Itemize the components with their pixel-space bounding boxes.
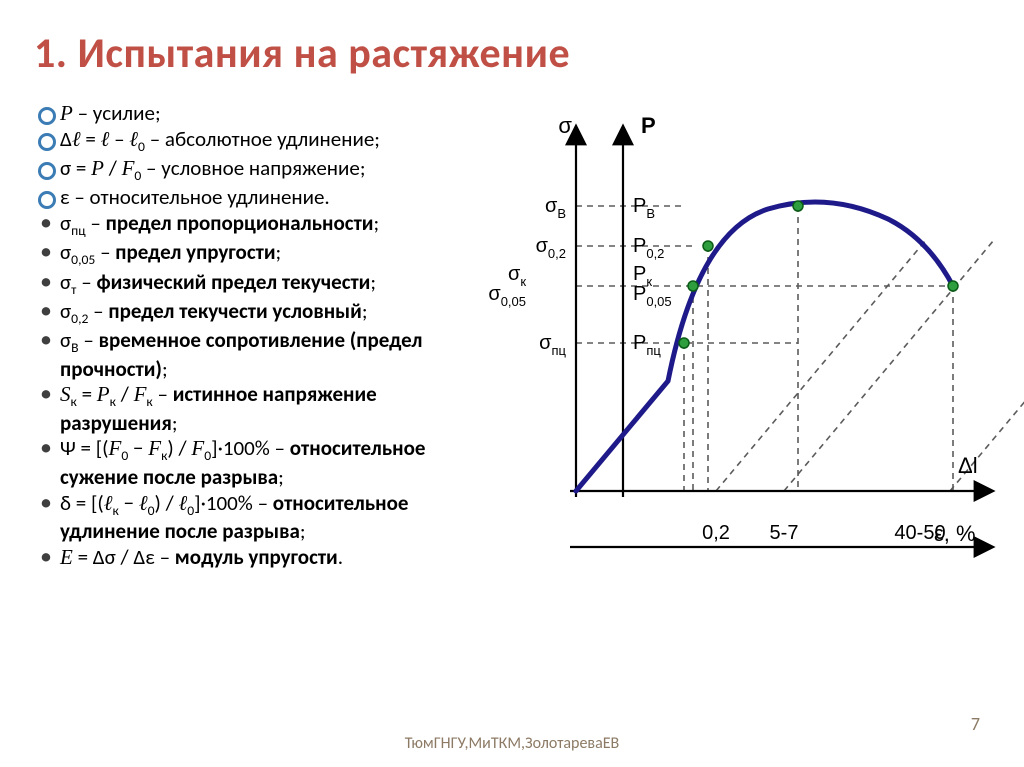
svg-text:5-7: 5-7 <box>770 522 799 544</box>
svg-text:σк: σк <box>508 263 526 289</box>
svg-text:PB: PB <box>633 195 655 221</box>
svg-text:σ: σ <box>558 113 572 138</box>
definition-item: σ = P / F0 – условное напряжение; <box>34 156 454 184</box>
definition-item: δ = [(ℓк − ℓ0) / ℓ0]·100% – относительно… <box>34 491 454 544</box>
definition-item: E = Δσ / Δε – модуль упругости. <box>34 545 454 570</box>
definition-item: Ψ = [(F0 − Fк) / F0]·100% – относительно… <box>34 436 454 489</box>
svg-text:σпц: σпц <box>539 332 566 358</box>
definition-item: σB – временное сопротивление (предел про… <box>34 328 454 381</box>
page-number: 7 <box>971 713 980 735</box>
svg-text:P0,2: P0,2 <box>633 235 664 261</box>
definition-item: σ0,05 – предел упругости; <box>34 240 454 268</box>
svg-text:Δl: Δl <box>958 453 978 478</box>
stress-strain-diagram: σBσ0,2σкσ0,05σпцPBP0,2PкP0,05PпцσPΔlε, %… <box>468 111 988 591</box>
slide-title: 1. Испытания на растяжение <box>34 28 990 79</box>
svg-text:P: P <box>641 113 656 138</box>
content-row: P – усилие;Δℓ = ℓ – ℓ0 – абсолютное удли… <box>34 101 990 591</box>
svg-text:0,2: 0,2 <box>702 522 730 544</box>
footer-text: ТюмГНГУ,МиТКМ,ЗолотареваЕВ <box>0 734 1024 753</box>
definition-item: σ0,2 – предел текучести условный; <box>34 299 454 327</box>
definition-list: P – усилие;Δℓ = ℓ – ℓ0 – абсолютное удли… <box>34 101 454 569</box>
definition-item: ε – относительное удлинение. <box>34 185 454 210</box>
svg-text:40-50: 40-50 <box>894 522 945 544</box>
definition-item: P – усилие; <box>34 101 454 126</box>
svg-text:σB: σB <box>545 195 566 221</box>
svg-text:σ0,2: σ0,2 <box>536 235 566 261</box>
definition-item: σпц – предел пропорциональности; <box>34 211 454 239</box>
definitions-column: P – усилие;Δℓ = ℓ – ℓ0 – абсолютное удли… <box>34 101 454 591</box>
diagram-column: σBσ0,2σкσ0,05σпцPBP0,2PкP0,05PпцσPΔlε, %… <box>466 101 990 591</box>
svg-text:Pпц: Pпц <box>633 332 661 358</box>
definition-item: Sк = Pк / Fк – истинное напряжение разру… <box>34 382 454 435</box>
definition-item: Δℓ = ℓ – ℓ0 – абсолютное удлинение; <box>34 127 454 155</box>
svg-text:P0,05: P0,05 <box>633 283 672 309</box>
definition-item: σт – физический предел текучести; <box>34 270 454 298</box>
